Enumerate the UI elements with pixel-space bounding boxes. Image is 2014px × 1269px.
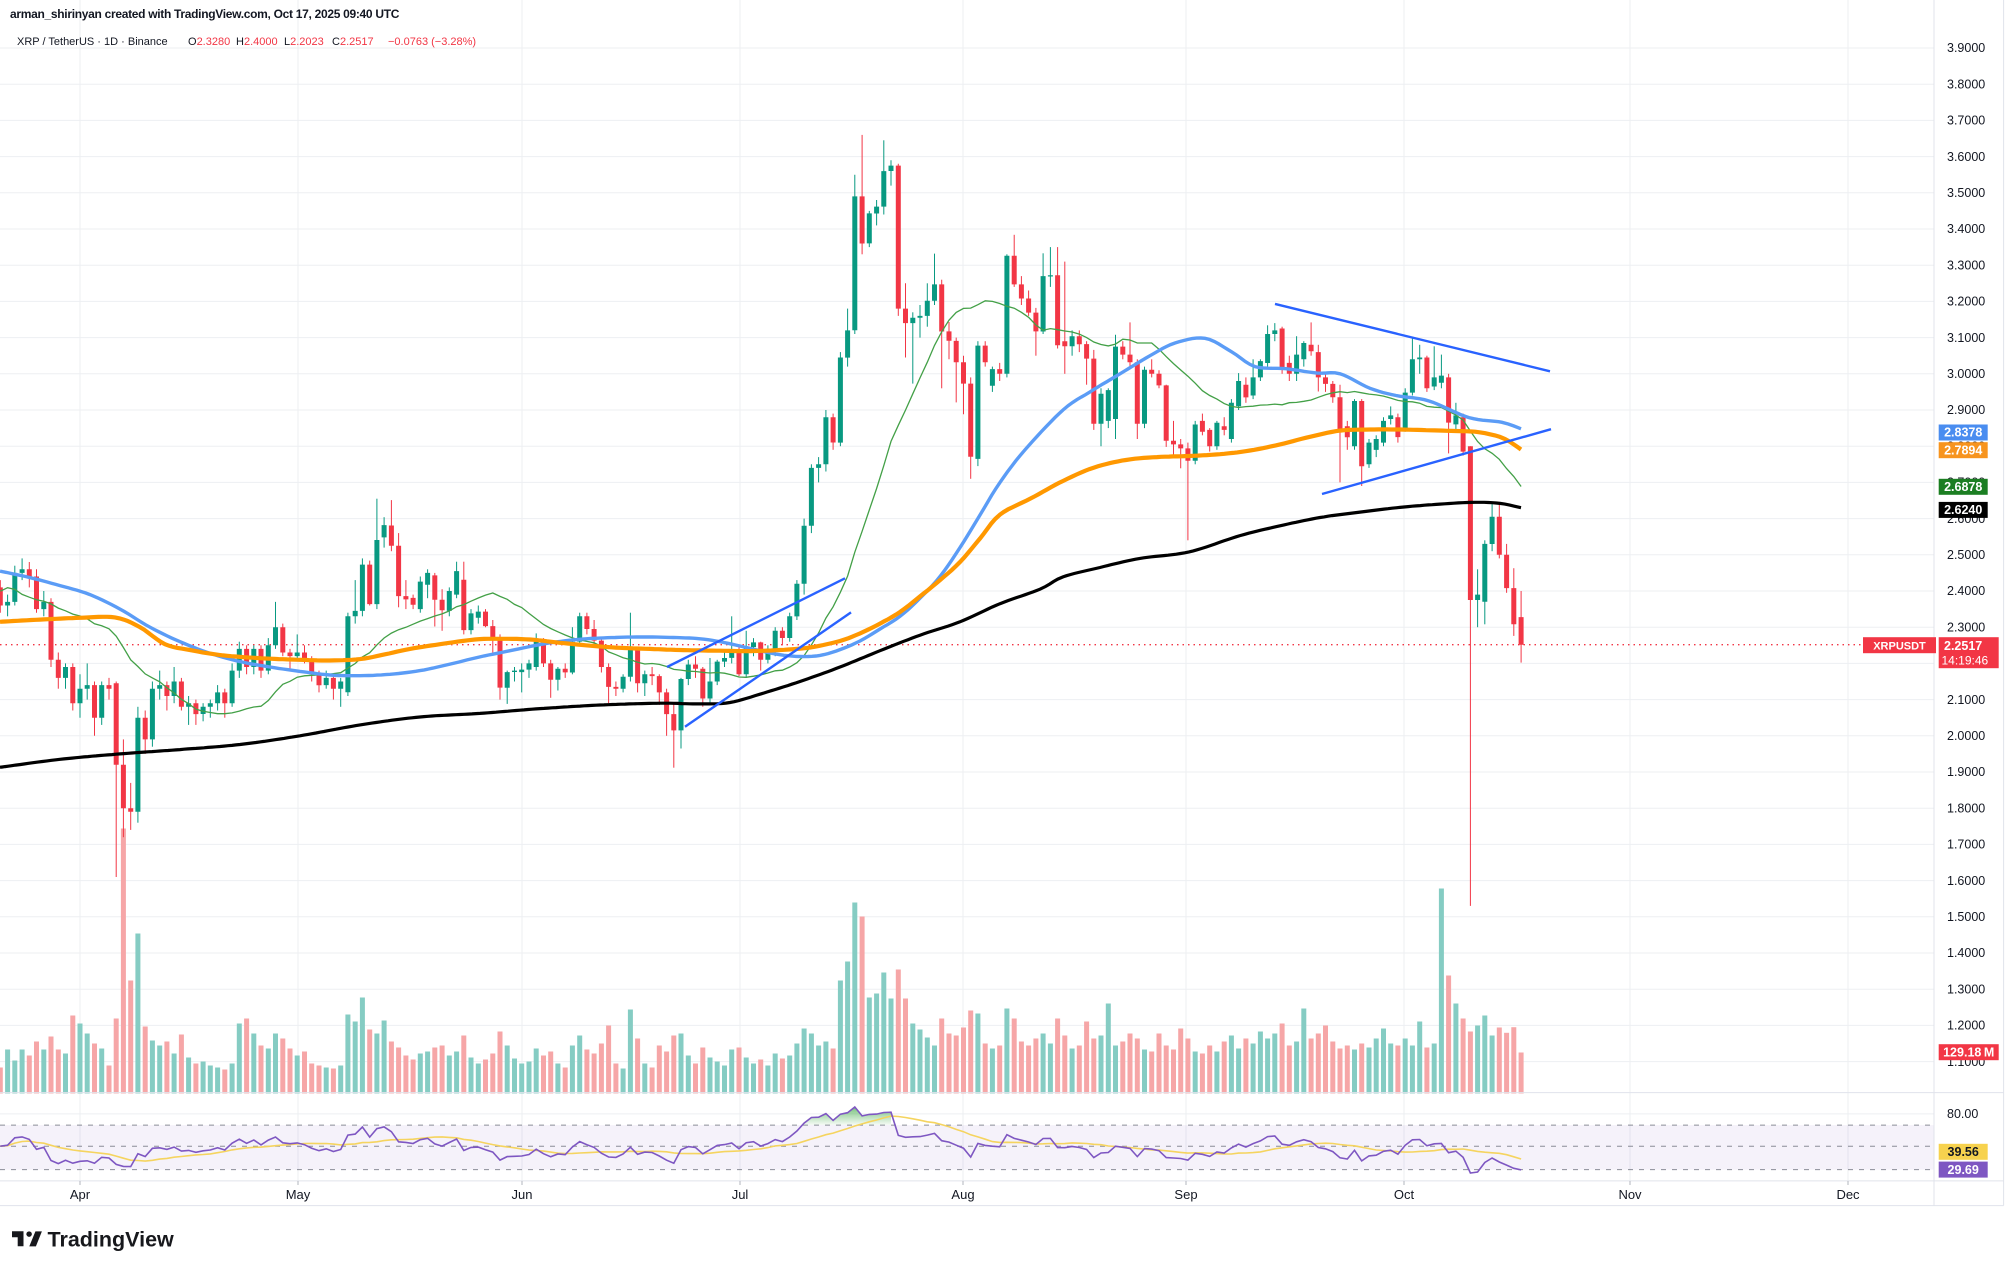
svg-text:Jul: Jul — [732, 1187, 749, 1202]
svg-text:1.5000: 1.5000 — [1947, 910, 1985, 924]
svg-text:1.9000: 1.9000 — [1947, 765, 1985, 779]
svg-text:1.8000: 1.8000 — [1947, 801, 1985, 815]
svg-text:29.69: 29.69 — [1948, 1163, 1979, 1177]
svg-text:2.7894: 2.7894 — [1944, 443, 1982, 457]
svg-text:Nov: Nov — [1618, 1187, 1642, 1202]
svg-text:XRPUSDT: XRPUSDT — [1873, 640, 1926, 652]
svg-text:2.3000: 2.3000 — [1947, 620, 1985, 634]
svg-text:3.1000: 3.1000 — [1947, 331, 1985, 345]
svg-text:1.6000: 1.6000 — [1947, 874, 1985, 888]
svg-text:arman_shirinyan created with T: arman_shirinyan created with TradingView… — [10, 7, 400, 21]
svg-text:Jun: Jun — [512, 1187, 533, 1202]
svg-text:14:19:46: 14:19:46 — [1942, 654, 1989, 668]
svg-text:2.6878: 2.6878 — [1944, 480, 1982, 494]
svg-text:2.8378: 2.8378 — [1944, 426, 1982, 440]
svg-text:Dec: Dec — [1836, 1187, 1860, 1202]
svg-text:Sep: Sep — [1174, 1187, 1197, 1202]
svg-text:TradingView: TradingView — [48, 1228, 175, 1252]
svg-text:3.2000: 3.2000 — [1947, 295, 1985, 309]
svg-text:1.4000: 1.4000 — [1947, 946, 1985, 960]
svg-text:1.2000: 1.2000 — [1947, 1019, 1985, 1033]
svg-text:39.56: 39.56 — [1948, 1145, 1979, 1159]
svg-text:Oct: Oct — [1394, 1187, 1415, 1202]
svg-text:O2.3280: O2.3280 — [188, 36, 230, 48]
svg-text:3.3000: 3.3000 — [1947, 258, 1985, 272]
svg-text:3.7000: 3.7000 — [1947, 114, 1985, 128]
svg-text:129.18 M: 129.18 M — [1943, 1045, 1994, 1059]
svg-text:3.8000: 3.8000 — [1947, 77, 1985, 91]
svg-text:Apr: Apr — [70, 1187, 91, 1202]
svg-text:2.5000: 2.5000 — [1947, 548, 1985, 562]
svg-text:H2.4000: H2.4000 — [236, 36, 278, 48]
svg-text:3.4000: 3.4000 — [1947, 222, 1985, 236]
svg-text:XRP / TetherUS · 1D · Binance: XRP / TetherUS · 1D · Binance — [17, 36, 168, 48]
svg-text:2.9000: 2.9000 — [1947, 403, 1985, 417]
svg-text:May: May — [286, 1187, 311, 1202]
svg-text:L2.2023: L2.2023 — [284, 36, 324, 48]
svg-text:3.0000: 3.0000 — [1947, 367, 1985, 381]
svg-text:2.2517: 2.2517 — [1944, 639, 1982, 653]
svg-text:1.3000: 1.3000 — [1947, 982, 1985, 996]
svg-text:80.00: 80.00 — [1947, 1107, 1978, 1121]
svg-text:3.6000: 3.6000 — [1947, 150, 1985, 164]
svg-text:1.7000: 1.7000 — [1947, 838, 1985, 852]
svg-text:3.9000: 3.9000 — [1947, 41, 1985, 55]
svg-text:C2.2517: C2.2517 — [332, 36, 374, 48]
svg-text:2.1000: 2.1000 — [1947, 693, 1985, 707]
svg-text:2.6240: 2.6240 — [1944, 503, 1982, 517]
svg-text:−0.0763 (−3.28%): −0.0763 (−3.28%) — [388, 36, 476, 48]
svg-text:2.4000: 2.4000 — [1947, 584, 1985, 598]
svg-text:Aug: Aug — [951, 1187, 974, 1202]
svg-text:2.0000: 2.0000 — [1947, 729, 1985, 743]
svg-text:3.5000: 3.5000 — [1947, 186, 1985, 200]
